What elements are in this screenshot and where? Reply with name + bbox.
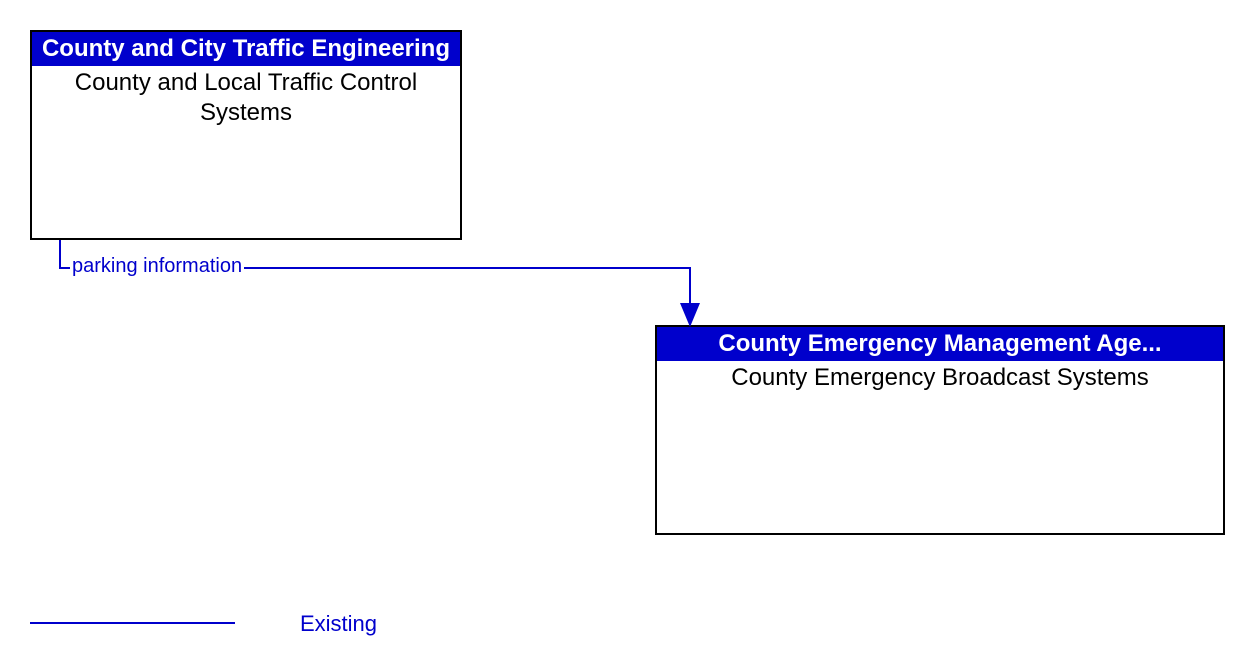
node-emergency-body: County Emergency Broadcast Systems bbox=[657, 361, 1223, 395]
legend-existing-label: Existing bbox=[300, 611, 377, 637]
edge-parking-label: parking information bbox=[70, 255, 244, 278]
edge-parking-line bbox=[60, 240, 690, 323]
node-emergency-header: County Emergency Management Age... bbox=[657, 327, 1223, 361]
node-traffic-header: County and City Traffic Engineering bbox=[32, 32, 460, 66]
node-traffic-body: County and Local Traffic Control Systems bbox=[32, 66, 460, 130]
node-traffic: County and City Traffic Engineering Coun… bbox=[30, 30, 462, 240]
node-emergency: County Emergency Management Age... Count… bbox=[655, 325, 1225, 535]
